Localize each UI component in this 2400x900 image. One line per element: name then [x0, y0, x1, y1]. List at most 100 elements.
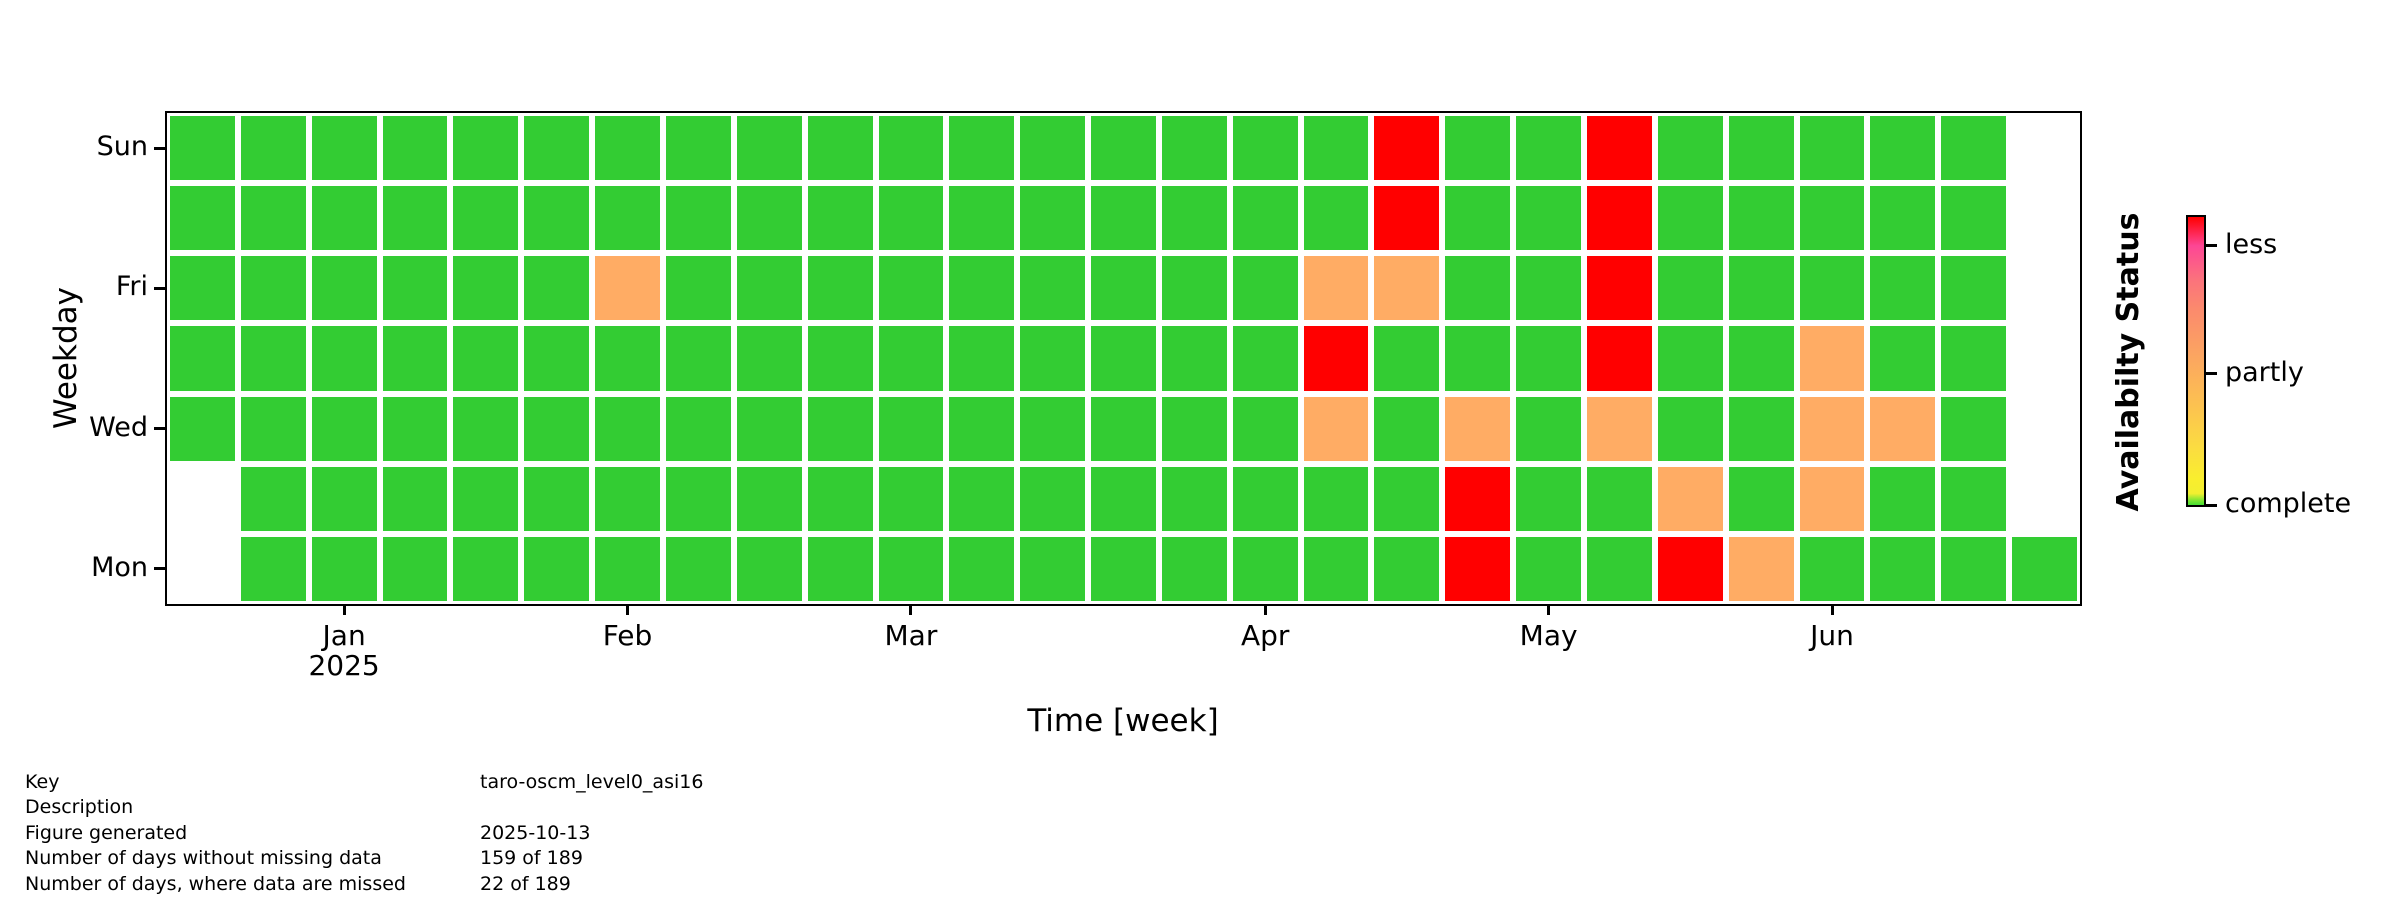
- heatmap-cell: [1728, 116, 1794, 181]
- heatmap-cell: [1941, 466, 2007, 531]
- heatmap-cell: [240, 326, 306, 391]
- heatmap-cell: [665, 256, 731, 321]
- heatmap-cell: [1728, 536, 1794, 601]
- heatmap-cell: [1161, 256, 1227, 321]
- heatmap-cell: [1516, 536, 1582, 601]
- heatmap-cell: [1941, 536, 2007, 601]
- x-axis-tick-label: May: [1519, 619, 1578, 652]
- heatmap-cell: [1870, 116, 1936, 181]
- heatmap-cell: [949, 466, 1015, 531]
- caption-label-days-without-missing: Number of days without missing data: [25, 847, 382, 869]
- heatmap-cell: [1091, 536, 1156, 601]
- heatmap-cell: [1232, 116, 1298, 181]
- heatmap-cell: [878, 116, 944, 181]
- heatmap-cell: [807, 256, 873, 321]
- heatmap-cell: [1587, 536, 1652, 601]
- heatmap-cell: [1516, 256, 1582, 321]
- heatmap-cell: [595, 186, 660, 251]
- heatmap-cell: [1091, 186, 1156, 251]
- caption-label-key: Key: [25, 771, 60, 793]
- heatmap-cell: [240, 536, 306, 601]
- heatmap-cell: [878, 326, 944, 391]
- heatmap-cell: [1870, 466, 1936, 531]
- colorbar-tick-label: partly: [2225, 356, 2304, 388]
- heatmap-cell: [1374, 256, 1440, 321]
- heatmap-cell: [453, 116, 519, 181]
- heatmap-cell: [949, 186, 1015, 251]
- heatmap-cell: [878, 536, 944, 601]
- heatmap-cell: [1657, 466, 1723, 531]
- heatmap-cell: [1799, 116, 1865, 181]
- heatmap-cell: [1232, 396, 1298, 461]
- heatmap-cell: [240, 396, 306, 461]
- x-axis-tick: [342, 604, 346, 615]
- heatmap-cell: [1232, 466, 1298, 531]
- heatmap-cell: [382, 116, 448, 181]
- heatmap-cell: [1516, 116, 1582, 181]
- caption-label-days-missed: Number of days, where data are missed: [25, 873, 406, 895]
- heatmap-cell: [1941, 116, 2007, 181]
- y-axis-tick-label: Mon: [91, 551, 148, 583]
- heatmap-cell: [1232, 186, 1298, 251]
- heatmap-cell: [1445, 396, 1511, 461]
- heatmap-cell: [1728, 396, 1794, 461]
- heatmap-cell: [1587, 116, 1652, 181]
- heatmap-cell: [878, 466, 944, 531]
- heatmap-cell: [1728, 466, 1794, 531]
- heatmap-cell: [1445, 536, 1511, 601]
- heatmap-cell: [1445, 186, 1511, 251]
- heatmap-cell: [1020, 116, 1086, 181]
- colorbar-title: Availabilty Status: [2111, 212, 2146, 512]
- caption-label-figure-generated: Figure generated: [25, 822, 188, 844]
- colorbar-tick: [2206, 244, 2217, 248]
- x-axis-tick: [1547, 604, 1551, 615]
- heatmap-cell: [949, 326, 1015, 391]
- heatmap-cell: [1161, 116, 1227, 181]
- x-axis-tick: [626, 604, 630, 615]
- heatmap-cell: [2012, 536, 2077, 601]
- heatmap-cell: [524, 256, 590, 321]
- heatmap-cell: [807, 326, 873, 391]
- heatmap-cell: [1587, 466, 1652, 531]
- y-axis-tick-label: Wed: [89, 411, 148, 443]
- heatmap-cell: [1020, 396, 1086, 461]
- heatmap-cell: [1374, 116, 1440, 181]
- heatmap-cell: [1657, 396, 1723, 461]
- colorbar-tick-label: less: [2225, 228, 2278, 260]
- heatmap-cell: [1657, 186, 1723, 251]
- heatmap-cell: [1516, 396, 1582, 461]
- x-axis-tick-label: Feb: [602, 619, 653, 652]
- x-axis-tick: [1263, 604, 1267, 615]
- heatmap-cell: [524, 396, 590, 461]
- x-axis-tick: [909, 604, 913, 615]
- heatmap-cell: [1870, 536, 1936, 601]
- heatmap-cell: [665, 186, 731, 251]
- heatmap-cell: [736, 536, 802, 601]
- heatmap-cell: [665, 536, 731, 601]
- colorbar-tick: [2206, 503, 2217, 507]
- heatmap-cell: [736, 116, 802, 181]
- caption-value-days-missed: 22 of 189: [480, 873, 571, 895]
- caption-value-days-without-missing: 159 of 189: [480, 847, 583, 869]
- heatmap-cell: [170, 396, 235, 461]
- x-axis-tick-label: Mar: [884, 619, 938, 652]
- heatmap-cell: [949, 256, 1015, 321]
- heatmap-cell: [453, 256, 519, 321]
- heatmap-cell: [807, 116, 873, 181]
- heatmap-cell: [240, 466, 306, 531]
- heatmap-cell: [453, 536, 519, 601]
- heatmap-cell: [1799, 396, 1865, 461]
- heatmap-cell: [1728, 186, 1794, 251]
- heatmap-cell: [595, 396, 660, 461]
- heatmap-cell: [878, 186, 944, 251]
- heatmap-cell: [1445, 116, 1511, 181]
- heatmap-cell: [1657, 116, 1723, 181]
- heatmap-cell: [1445, 256, 1511, 321]
- colorbar: [2186, 215, 2206, 507]
- heatmap-cell: [1091, 116, 1156, 181]
- heatmap-cell: [1091, 466, 1156, 531]
- heatmap-cell: [1374, 326, 1440, 391]
- y-axis-tick: [154, 427, 165, 431]
- heatmap-cell: [1445, 466, 1511, 531]
